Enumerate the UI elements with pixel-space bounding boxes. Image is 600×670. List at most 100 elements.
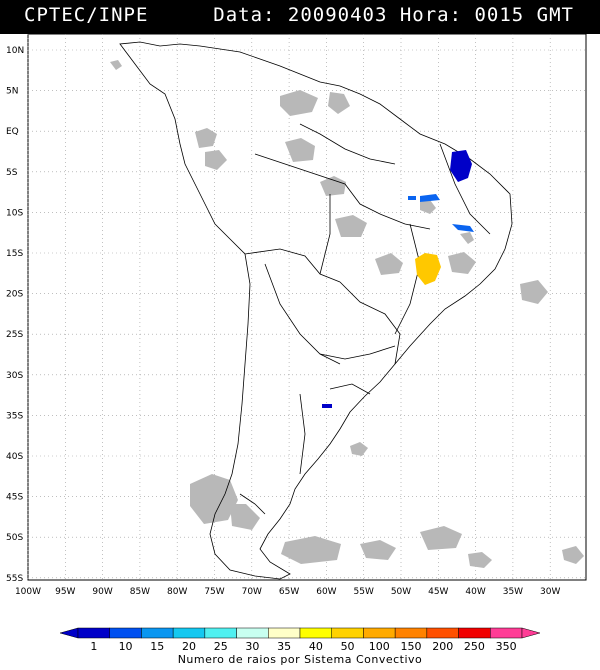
south-america-coast xyxy=(119,41,513,580)
colorbar-swatch xyxy=(268,627,301,639)
cloud-patch xyxy=(562,546,584,564)
cloud-patch xyxy=(320,176,346,196)
colorbar-swatch xyxy=(458,627,491,639)
colorbar-swatch xyxy=(172,627,206,639)
border-line xyxy=(244,248,341,283)
border-line xyxy=(439,143,491,235)
lon-tick-label: 45W xyxy=(428,587,448,597)
colorbar-swatch xyxy=(363,627,396,639)
colorbar-swatch xyxy=(236,627,269,639)
lon-tick-label: 40W xyxy=(465,587,485,597)
colorbar-swatch xyxy=(331,627,364,639)
cloud-patch xyxy=(460,232,474,244)
colorbar-label: 10 xyxy=(119,640,133,653)
colorbar-label: 100 xyxy=(369,640,390,653)
cloud-cover xyxy=(110,60,584,568)
cloud-patch xyxy=(281,536,341,564)
datetime-label: Data: 20090403 Hora: 0015 GMT xyxy=(213,4,574,26)
border-line xyxy=(319,194,331,275)
cloud-patch xyxy=(375,253,403,275)
map-panel: 10N 5N EQ 5S 10S 15S 20S 25S 30S 35S 40S 45S 50S 55S 1… xyxy=(0,33,600,624)
lat-tick-label: 10S xyxy=(6,208,23,218)
gridlines xyxy=(27,34,586,580)
lon-tick-label: 95W xyxy=(55,587,75,597)
colorbar-left-arrow xyxy=(59,627,79,639)
cloud-patch xyxy=(110,60,122,70)
system-central-brazil xyxy=(415,253,441,285)
cloud-patch xyxy=(420,526,462,550)
system-bahia-2 xyxy=(408,196,416,200)
border-line xyxy=(339,281,401,365)
cloud-patch xyxy=(448,252,476,274)
lat-tick-label: 50S xyxy=(6,533,23,543)
colorbar-swatch xyxy=(204,627,237,639)
cloud-patch xyxy=(328,92,350,114)
border-line xyxy=(319,345,396,360)
cloud-patch xyxy=(360,540,396,560)
cloud-patch xyxy=(468,552,492,568)
colorbar-swatch xyxy=(77,627,110,639)
system-bahia xyxy=(420,194,440,202)
lon-tick-label: 100W xyxy=(15,587,41,597)
lon-tick-label: 75W xyxy=(204,587,224,597)
system-ne-brazil xyxy=(450,150,472,182)
colorbar-label: 1 xyxy=(90,640,97,653)
coastline xyxy=(119,41,513,580)
colorbar-svg: 1 10 15 20 25 30 35 40 50 100 150 200 250 350 xyxy=(59,627,541,653)
border-line xyxy=(239,493,266,515)
cloud-patch xyxy=(350,442,368,456)
lon-tick-label: 35W xyxy=(503,587,523,597)
colorbar-swatch xyxy=(394,627,428,639)
colorbar-label: 50 xyxy=(341,640,355,653)
cloud-patch xyxy=(230,504,260,530)
agency-label: CPTEC/INPE xyxy=(24,4,149,26)
cloud-patch xyxy=(420,200,436,214)
colorbar-swatch xyxy=(141,627,174,639)
border-line xyxy=(264,263,341,365)
lat-tick-label: 15S xyxy=(6,249,23,259)
lon-tick-label: 80W xyxy=(167,587,187,597)
cloud-patch xyxy=(280,90,318,116)
lon-tick-label: 30W xyxy=(540,587,560,597)
colorbar-label: 350 xyxy=(496,640,517,653)
cloud-patch xyxy=(520,280,548,304)
border-line xyxy=(299,123,396,165)
lat-tick-label: 20S xyxy=(6,290,23,300)
border-line xyxy=(329,383,371,395)
cloud-patch xyxy=(190,474,238,524)
lat-tick-label: 55S xyxy=(6,574,23,584)
lat-tick-label: 30S xyxy=(6,371,23,381)
lat-tick-label: EQ xyxy=(6,127,19,137)
colorbar-swatch xyxy=(490,627,523,639)
lat-tick-label: 10N xyxy=(6,46,24,56)
plot-frame xyxy=(27,33,587,581)
lat-tick-label: 40S xyxy=(6,452,23,462)
colorbar-label: 200 xyxy=(432,640,453,653)
border-line xyxy=(254,153,431,230)
colorbar-label: 250 xyxy=(464,640,485,653)
colorbar-label: 30 xyxy=(245,640,259,653)
lon-tick-label: 70W xyxy=(242,587,262,597)
lat-tick-label: 35S xyxy=(6,411,23,421)
colorbar-swatch xyxy=(109,627,142,639)
lon-tick-label: 55W xyxy=(354,587,374,597)
colorbar-label: 15 xyxy=(150,640,164,653)
lat-tick-label: 5N xyxy=(6,87,18,97)
colorbar-swatch xyxy=(299,627,332,639)
colorbar-label: 150 xyxy=(401,640,422,653)
colorbar-right-arrow xyxy=(521,627,541,639)
cloud-patch xyxy=(205,150,227,170)
map-header: CPTEC/INPE Data: 20090403 Hora: 0015 GMT xyxy=(0,0,600,34)
lat-tick-label: 25S xyxy=(6,330,23,340)
cloud-patch xyxy=(285,138,315,162)
lat-tick-label: 45S xyxy=(6,493,23,503)
colorbar-swatch xyxy=(426,627,459,639)
lon-tick-label: 60W xyxy=(316,587,336,597)
border-line xyxy=(394,223,421,335)
cloud-patch xyxy=(195,128,217,148)
colorbar-label: 35 xyxy=(277,640,291,653)
cloud-patch xyxy=(335,215,367,237)
lon-tick-label: 85W xyxy=(130,587,150,597)
colorbar: 1 10 15 20 25 30 35 40 50 100 150 200 250 350 xyxy=(0,624,600,670)
colorbar-label: 20 xyxy=(182,640,196,653)
